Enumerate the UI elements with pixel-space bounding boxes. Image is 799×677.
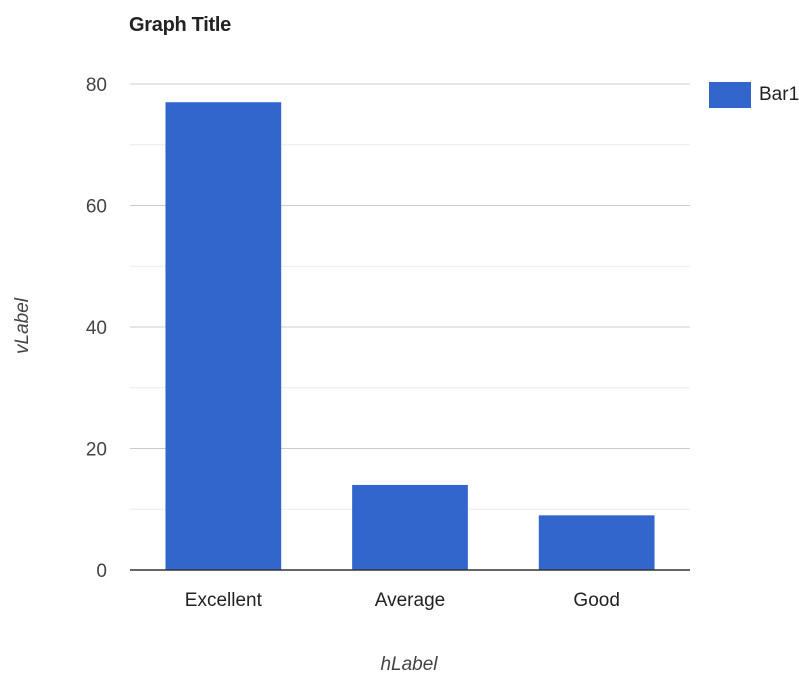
y-axis-label: vLabel — [12, 297, 33, 354]
y-tick-label: 40 — [86, 318, 107, 339]
bar-excellent — [165, 102, 282, 570]
x-tick-label: Good — [573, 590, 619, 611]
legend-label: Bar1 — [759, 84, 799, 105]
x-axis-label: hLabel — [380, 654, 438, 675]
label-layer: 0 20 40 60 80 Excellent Average Good hLabel vLabe… — [12, 75, 620, 675]
legend-swatch — [709, 82, 751, 108]
bar-average — [352, 484, 468, 570]
bar-good — [538, 515, 655, 570]
bar-layer — [165, 102, 655, 570]
y-tick-label: 0 — [96, 561, 107, 582]
y-tick-label: 60 — [86, 197, 107, 218]
y-tick-label: 20 — [86, 440, 107, 461]
x-tick-label: Average — [375, 590, 445, 611]
chart-title: Graph Title — [129, 14, 231, 36]
y-tick-label: 80 — [86, 75, 107, 96]
legend: Bar1 — [709, 82, 799, 108]
x-tick-label: Excellent — [185, 590, 263, 611]
